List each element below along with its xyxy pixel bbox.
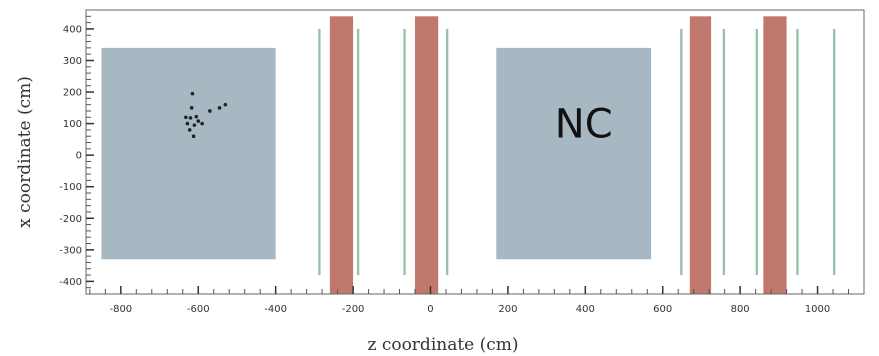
data-point-8 xyxy=(200,121,204,126)
y-axis-label: x coordinate (cm) xyxy=(15,76,35,228)
data-point-3 xyxy=(188,116,193,120)
x-tick-label-0: -800 xyxy=(109,304,132,315)
green-band-5 xyxy=(722,28,726,276)
x-tick-label-3: -200 xyxy=(342,304,365,315)
red-band-1 xyxy=(415,16,439,295)
y-axis: 400 300 200 100 0 -100 -200 -300 -400 xyxy=(59,15,94,289)
y-tick-label-5: -100 xyxy=(59,182,82,193)
data-point-11 xyxy=(208,109,212,113)
nc-region-label-1: NC xyxy=(555,102,613,148)
green-band-2 xyxy=(403,28,406,276)
data-point-13 xyxy=(223,102,228,107)
data-point-7 xyxy=(192,123,197,127)
nc-region-0 xyxy=(101,47,276,260)
y-tick-label-2: 200 xyxy=(63,88,82,99)
x-tick-label-7: 600 xyxy=(653,304,672,315)
nc-region-label-group: NC xyxy=(555,102,613,148)
red-band-3 xyxy=(763,16,787,295)
y-tick-label-7: -300 xyxy=(59,245,82,256)
data-point-2 xyxy=(184,115,188,120)
x-axis-label: z coordinate (cm) xyxy=(367,335,518,355)
x-tick-label-9: 1000 xyxy=(805,304,830,315)
data-point-5 xyxy=(196,119,201,123)
y-tick-label-0: 400 xyxy=(63,24,82,35)
nc-region-1 xyxy=(496,47,652,260)
green-band-6 xyxy=(755,28,758,276)
data-point-9 xyxy=(187,128,192,132)
red-band-0 xyxy=(329,16,354,295)
x-tick-label-4: 0 xyxy=(427,304,433,315)
data-point-10 xyxy=(191,134,196,139)
data-point-0 xyxy=(190,91,195,96)
data-point-12 xyxy=(217,106,222,110)
data-layer xyxy=(101,16,836,295)
y-tick-label-1: 300 xyxy=(63,56,82,67)
y-tick-label-8: -400 xyxy=(59,277,82,288)
data-point-1 xyxy=(189,106,194,110)
green-band-3 xyxy=(445,28,449,276)
green-band-1 xyxy=(356,28,360,276)
green-band-8 xyxy=(833,28,836,276)
y-tick-label-3: 100 xyxy=(63,119,82,130)
x-axis: -800 -600 -400 -200 0 200 400 600 800 1000 xyxy=(89,286,850,315)
x-tick-label-5: 200 xyxy=(498,304,517,315)
green-band-0 xyxy=(318,28,321,276)
y-tick-label-4: 0 xyxy=(76,151,82,162)
y-tick-label-6: -200 xyxy=(59,214,82,225)
points-layer xyxy=(184,91,228,139)
green-band-7 xyxy=(796,28,799,276)
x-tick-label-8: 800 xyxy=(731,304,750,315)
x-tick-label-1: -600 xyxy=(187,304,210,315)
plot-frame xyxy=(85,9,865,295)
red-band-2 xyxy=(689,16,712,295)
green-band-4 xyxy=(680,28,683,276)
data-point-4 xyxy=(194,114,199,119)
x-tick-label-2: -400 xyxy=(264,304,287,315)
x-tick-label-6: 400 xyxy=(576,304,595,315)
data-point-6 xyxy=(185,121,190,126)
